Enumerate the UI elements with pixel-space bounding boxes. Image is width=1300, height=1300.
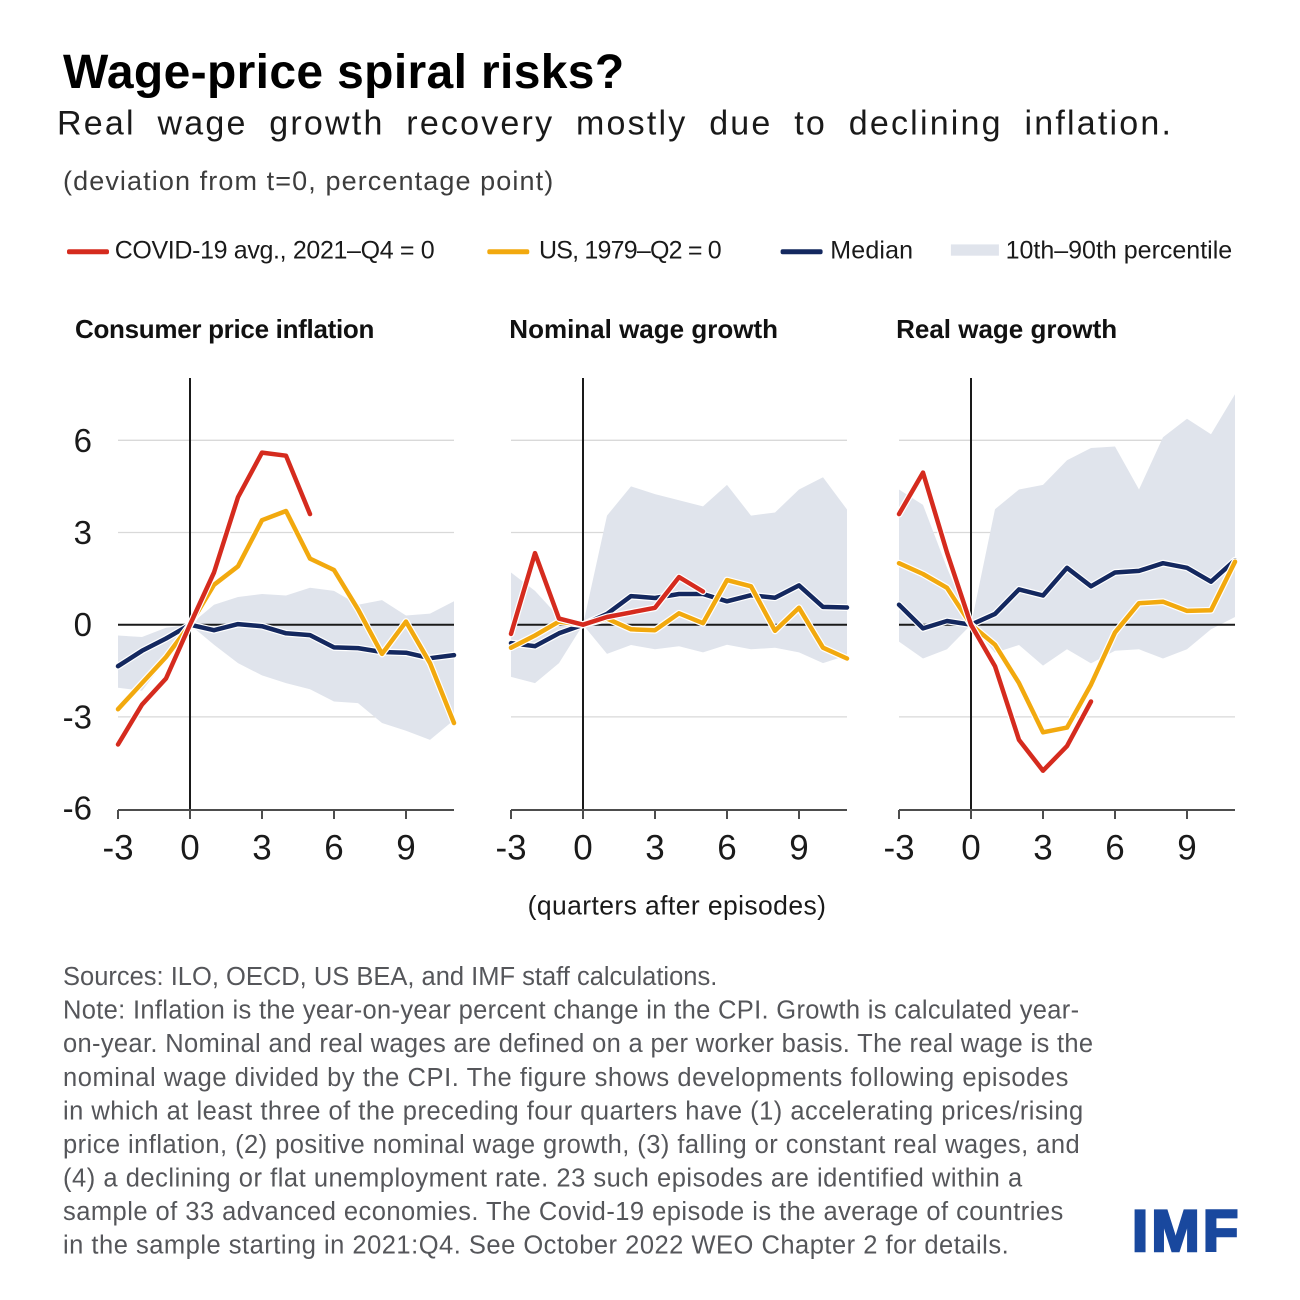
svg-text:Wage-price spiral risks?: Wage-price spiral risks? <box>63 46 625 99</box>
svg-text:0: 0 <box>573 829 592 868</box>
svg-text:10th–90th percentile: 10th–90th percentile <box>1006 237 1233 265</box>
svg-text:Note: Inflation is the year-on: Note: Inflation is the year-on-year perc… <box>63 997 1079 1025</box>
svg-text:Median: Median <box>830 237 913 265</box>
svg-text:9: 9 <box>789 829 808 868</box>
svg-text:on-year. Nominal and real wage: on-year. Nominal and real wages are defi… <box>63 1030 1093 1058</box>
svg-text:9: 9 <box>1177 829 1196 868</box>
svg-text:in which at least three of the: in which at least three of the preceding… <box>63 1097 1084 1125</box>
svg-text:0: 0 <box>961 829 980 868</box>
svg-text:(deviation from t=0, percentag: (deviation from t=0, percentage point) <box>63 166 554 196</box>
svg-text:9: 9 <box>396 829 415 868</box>
svg-text:IMF: IMF <box>1132 1199 1241 1264</box>
svg-text:-3: -3 <box>495 829 526 868</box>
svg-text:US, 1979–Q2 = 0: US, 1979–Q2 = 0 <box>539 237 721 265</box>
svg-text:3: 3 <box>645 829 664 868</box>
svg-text:6: 6 <box>1105 829 1124 868</box>
svg-text:6: 6 <box>74 422 92 459</box>
svg-text:COVID-19 avg., 2021–Q4 = 0: COVID-19 avg., 2021–Q4 = 0 <box>115 237 435 265</box>
svg-text:nominal wage divided by the CP: nominal wage divided by the CPI. The fig… <box>63 1064 1069 1092</box>
svg-text:(4) a declining or flat unempl: (4) a declining or flat unemployment rat… <box>63 1164 1023 1192</box>
svg-text:6: 6 <box>324 829 343 868</box>
svg-text:(quarters after episodes): (quarters after episodes) <box>528 891 827 921</box>
svg-text:Real wage growth recovery most: Real wage growth recovery mostly due to … <box>57 104 1173 142</box>
svg-text:3: 3 <box>74 514 92 551</box>
svg-text:Consumer price inflation: Consumer price inflation <box>75 314 374 344</box>
svg-text:3: 3 <box>252 829 271 868</box>
svg-text:Real wage growth: Real wage growth <box>896 314 1117 344</box>
svg-text:-3: -3 <box>102 829 133 868</box>
svg-text:0: 0 <box>74 606 92 643</box>
svg-text:0: 0 <box>180 829 199 868</box>
svg-text:Nominal wage growth: Nominal wage growth <box>509 314 778 344</box>
svg-text:-6: -6 <box>63 790 92 827</box>
svg-text:3: 3 <box>1033 829 1052 868</box>
svg-text:in the sample starting in 2021: in the sample starting in 2021:Q4. See O… <box>63 1232 1009 1260</box>
svg-text:-3: -3 <box>883 829 914 868</box>
svg-text:-3: -3 <box>63 698 92 735</box>
svg-text:Sources: ILO, OECD, US BEA, an: Sources: ILO, OECD, US BEA, and IMF staf… <box>63 963 717 991</box>
svg-text:price inflation, (2) positive: price inflation, (2) positive nominal wa… <box>63 1131 1080 1159</box>
svg-text:6: 6 <box>717 829 736 868</box>
svg-text:sample of 33 advanced economie: sample of 33 advanced economies. The Cov… <box>63 1198 1064 1226</box>
